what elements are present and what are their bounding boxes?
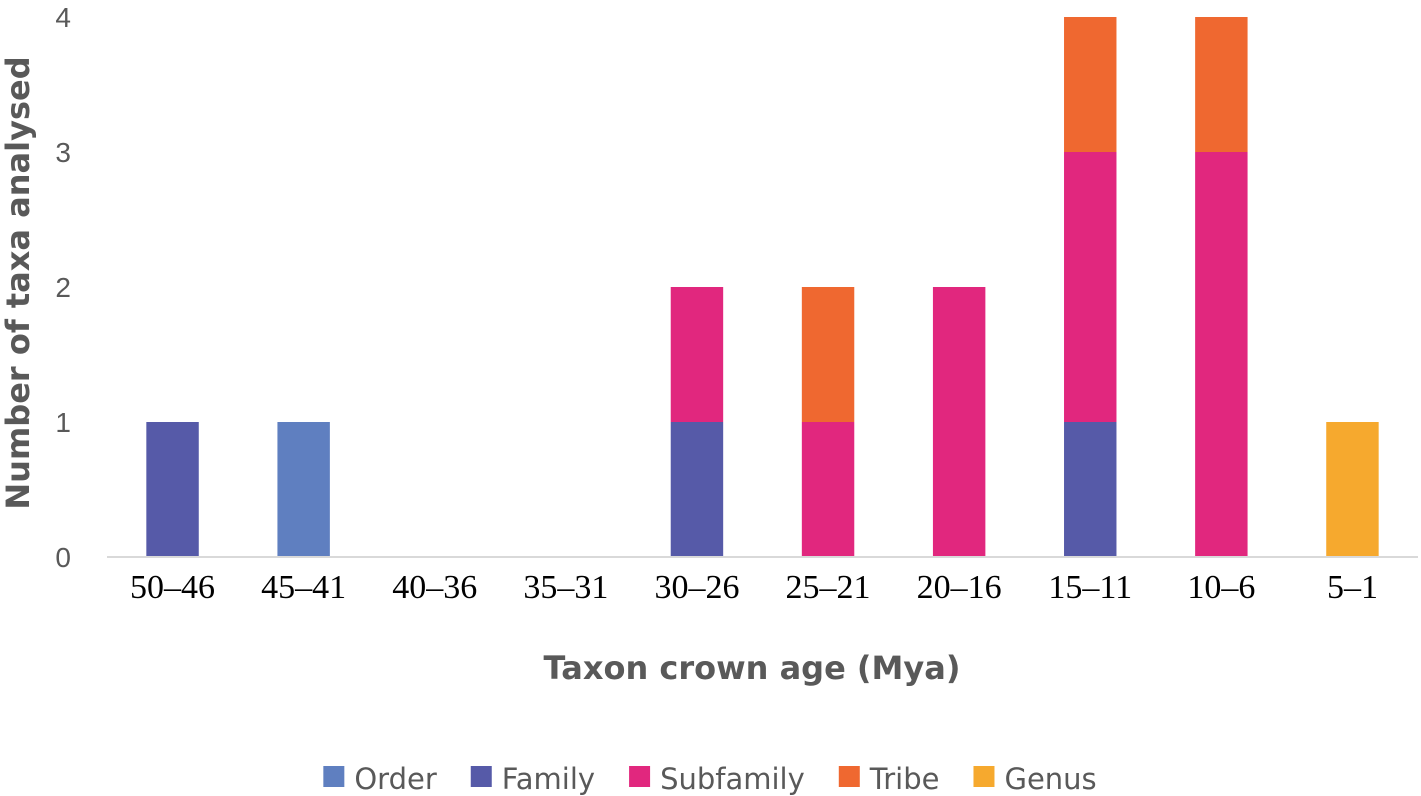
y-tick-label: 3 xyxy=(55,137,71,168)
legend: Order Family Subfamily Tribe Genus xyxy=(323,762,1097,796)
bar-subfamily-7 xyxy=(1064,152,1117,422)
y-tick-label: 0 xyxy=(55,542,71,573)
bar-subfamily-5 xyxy=(801,422,855,557)
bar-tribe-5 xyxy=(801,287,855,422)
bar-subfamily-4 xyxy=(670,287,724,422)
legend-label: Subfamily xyxy=(660,762,805,796)
legend-item-family: Family xyxy=(470,762,595,796)
bar-subfamily-6 xyxy=(932,287,986,557)
bar-family-7 xyxy=(1064,422,1117,557)
legend-label: Genus xyxy=(1004,762,1096,796)
legend-swatch xyxy=(470,766,492,787)
x-tick-label: 25–21 xyxy=(786,569,871,606)
legend-swatch xyxy=(973,766,995,787)
legend-item-genus: Genus xyxy=(973,762,1097,796)
legend-label: Family xyxy=(502,762,595,796)
bar-tribe-8 xyxy=(1195,17,1248,152)
legend-swatch xyxy=(838,766,860,787)
y-tick-label: 2 xyxy=(55,272,71,303)
y-tick-label: 1 xyxy=(55,407,71,438)
legend-swatch xyxy=(323,766,345,787)
x-tick-label: 10–6 xyxy=(1187,569,1255,606)
bar-order-1 xyxy=(277,422,330,557)
legend-item-subfamily: Subfamily xyxy=(629,762,805,796)
bar-genus-9 xyxy=(1326,422,1379,557)
x-tick-label: 20–16 xyxy=(917,569,1002,606)
x-tick-label: 45–41 xyxy=(261,569,346,606)
x-axis-title: Taxon crown age (Mya) xyxy=(544,649,961,687)
x-tick-label: 50–46 xyxy=(130,569,215,606)
x-tick-label: 15–11 xyxy=(1048,569,1132,606)
legend-item-tribe: Tribe xyxy=(838,762,940,796)
legend-item-order: Order xyxy=(323,762,437,796)
bar-tribe-7 xyxy=(1064,17,1117,152)
legend-swatch xyxy=(629,766,651,787)
x-tick-label: 40–36 xyxy=(392,569,477,606)
y-axis-title: Number of taxa analysed xyxy=(0,56,37,509)
bar-family-0 xyxy=(146,422,199,557)
y-tick-label: 4 xyxy=(55,2,71,33)
x-tick-label: 5–1 xyxy=(1327,569,1378,606)
legend-label: Tribe xyxy=(869,762,940,796)
bars xyxy=(146,17,1379,557)
bar-subfamily-8 xyxy=(1195,152,1248,557)
x-tick-label: 35–31 xyxy=(523,569,608,606)
x-axis-ticks: 50–46 45–41 40–36 35–31 30–26 25–21 20–16 15–11… xyxy=(130,569,1378,606)
x-tick-label: 30–26 xyxy=(654,569,739,606)
y-axis-ticks: 0 1 2 3 4 xyxy=(55,2,71,573)
legend-label: Order xyxy=(354,762,436,796)
bar-family-4 xyxy=(670,422,724,557)
